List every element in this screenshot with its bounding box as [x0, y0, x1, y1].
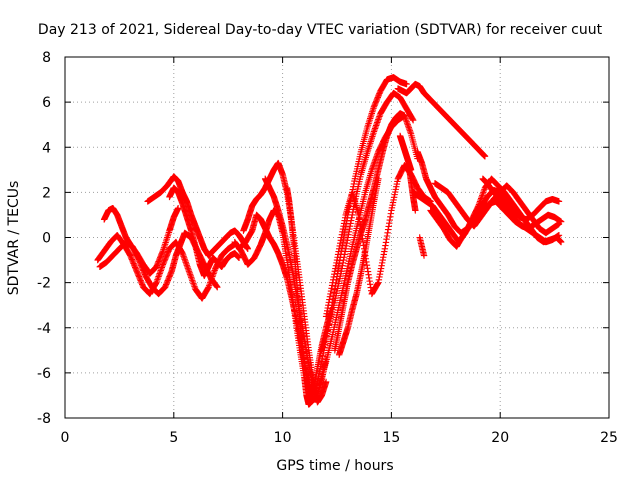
data-point	[403, 80, 410, 88]
x-tick-label: 15	[382, 430, 400, 446]
series-trace-25	[416, 234, 428, 259]
series-trace-14	[322, 162, 434, 320]
y-tick-label: 0	[42, 231, 51, 247]
series-trace-20	[479, 175, 563, 246]
series-trace-10	[283, 184, 315, 404]
data-points	[94, 74, 565, 408]
y-tick-label: -2	[37, 276, 51, 292]
series-trace-5	[166, 184, 243, 280]
series-trace-15	[331, 110, 408, 354]
y-tick-label: -6	[37, 366, 51, 382]
x-tick-labels: 0 5 10 15 20 25	[61, 430, 618, 446]
data-point	[214, 283, 221, 291]
plot-frame	[64, 56, 610, 419]
series-trace-22	[394, 80, 489, 160]
x-tick-label: 25	[600, 430, 618, 446]
y-tick-label: 2	[42, 185, 51, 201]
y-tick-label: 6	[42, 95, 51, 111]
data-point	[481, 153, 489, 160]
x-tick-label: 0	[61, 430, 70, 446]
data-point	[557, 238, 565, 246]
data-point	[174, 204, 182, 212]
series-trace-13	[318, 89, 417, 354]
y-axis-label: SDTVAR / TECUs	[6, 181, 22, 296]
data-point	[409, 116, 417, 124]
data-point	[412, 207, 419, 214]
x-tick-label: 10	[274, 430, 292, 446]
series-trace-24	[405, 162, 419, 214]
data-point	[557, 218, 565, 225]
y-tick-label: 8	[42, 50, 51, 66]
data-point	[235, 254, 243, 262]
y-tick-label: 4	[42, 140, 51, 156]
data-point	[244, 245, 251, 252]
x-tick-label: 5	[169, 430, 178, 446]
data-point	[555, 232, 563, 239]
y-tick-label: -8	[37, 411, 51, 427]
series-trace-21	[427, 198, 565, 250]
data-point	[420, 252, 428, 259]
grid-lines	[65, 57, 609, 418]
data-point	[375, 175, 382, 183]
series-trace-16	[335, 175, 382, 359]
chart-title: Day 213 of 2021, Sidereal Day-to-day VTE…	[38, 22, 603, 38]
data-point	[322, 378, 330, 386]
x-axis-label: GPS time / hours	[276, 458, 393, 474]
data-point	[555, 198, 563, 205]
data-point	[307, 396, 315, 404]
series-trace-3	[96, 229, 221, 298]
y-tick-labels: -8 -6 -4 -2 0 2 4 6 8	[37, 50, 51, 427]
y-tick-label: -4	[37, 321, 51, 337]
x-tick-label: 20	[491, 430, 509, 446]
data-point	[401, 112, 408, 119]
